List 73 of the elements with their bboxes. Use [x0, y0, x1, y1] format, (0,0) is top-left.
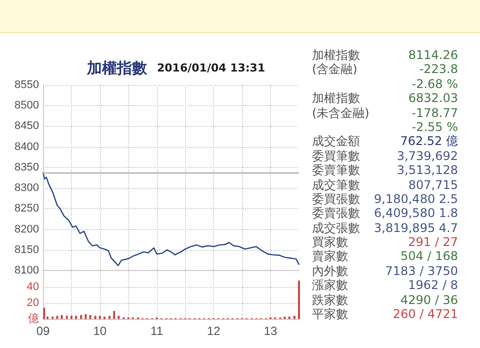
y-tick-label: 20 — [26, 297, 39, 309]
line-series — [42, 172, 300, 266]
text: -2.55 % — [412, 120, 458, 134]
category-label: 成交金額 — [312, 134, 360, 149]
bar — [113, 311, 116, 319]
bar — [56, 316, 58, 319]
bar — [66, 316, 68, 319]
y-tick-label: 8250 — [14, 202, 39, 215]
bar — [298, 280, 300, 319]
category-label: 成交筆數 — [312, 178, 360, 192]
y-tick-label: 8300 — [14, 182, 39, 194]
category-label: 委買筆數 — [312, 148, 360, 164]
y-tick-label: 8400 — [14, 140, 39, 153]
category-label: 賣家數 — [312, 249, 348, 264]
chart-subtitle: 2016/01/04 13:31 — [157, 62, 266, 74]
y-tick-label: 8550 — [14, 79, 39, 91]
category-label: 委賣張數 — [312, 206, 360, 221]
x-tick-label: 10 — [93, 324, 107, 338]
category-label: 加權指數 — [312, 91, 360, 106]
bar — [94, 316, 96, 319]
bar — [89, 315, 92, 319]
category-label: 平家數 — [312, 307, 348, 322]
category-label: 委賣筆數 — [312, 163, 360, 178]
text: 807,715 — [408, 178, 458, 192]
bar — [108, 316, 111, 319]
category-label: 委買張數 — [312, 192, 360, 206]
text: 3,819,895 4.7 — [374, 220, 458, 235]
category-label: 內外數 — [312, 264, 348, 278]
category-label: (含金融) — [312, 62, 358, 77]
bar — [80, 315, 82, 319]
text: -223.8 — [419, 62, 458, 76]
text: 6832.03 — [408, 91, 458, 106]
bar — [118, 316, 120, 319]
text: 1962 / 8 — [408, 278, 458, 292]
text: 762.52 億 — [400, 134, 458, 148]
bar — [84, 314, 87, 319]
y-tick-label: 8150 — [14, 244, 39, 256]
bar — [98, 316, 101, 319]
y-tick-label: 8500 — [14, 100, 39, 112]
x-tick-label: 13 — [264, 324, 278, 338]
text: 4290 / 36 — [400, 292, 458, 307]
category-label: 跌家數 — [312, 292, 348, 308]
bar — [293, 316, 296, 319]
bar — [74, 316, 77, 319]
text: -178.77 — [412, 106, 458, 120]
text: 291 / 27 — [408, 235, 458, 250]
text: 3,513,128 — [396, 163, 458, 178]
y-tick-label: 8200 — [14, 223, 39, 236]
bar — [70, 316, 72, 319]
y-tick-label: 8350 — [14, 161, 39, 174]
text: 7183 / 3750 — [385, 264, 458, 278]
y-tick-label: 8100 — [14, 264, 39, 276]
category-label: 漲家數 — [312, 278, 348, 293]
y-tick-label: 40 — [26, 281, 39, 293]
text: 9,180,480 2.5 — [374, 192, 458, 206]
text: 8114.26 — [408, 48, 458, 62]
text: 3,739,692 — [396, 148, 458, 163]
text: 504 / 168 — [400, 249, 458, 264]
text: 260 / 4721 — [392, 307, 458, 322]
category-label: 成交張數 — [312, 220, 360, 236]
text: 6,409,580 1.8 — [374, 206, 458, 220]
bar — [60, 315, 63, 319]
category-label: 加權指數 — [312, 48, 360, 62]
bar — [43, 308, 46, 319]
x-tick-label: 11 — [150, 324, 164, 338]
y-tick-label: 8450 — [14, 120, 39, 132]
category-label: 買家數 — [312, 235, 348, 250]
text: -2.68 % — [412, 76, 458, 91]
chart-title: 加權指數 — [86, 59, 148, 77]
x-tick-label: 12 — [206, 324, 221, 338]
y-tick-label: 億 — [28, 312, 39, 325]
x-tick-label: 09 — [36, 324, 50, 338]
category-label: (未含金融) — [312, 106, 370, 120]
